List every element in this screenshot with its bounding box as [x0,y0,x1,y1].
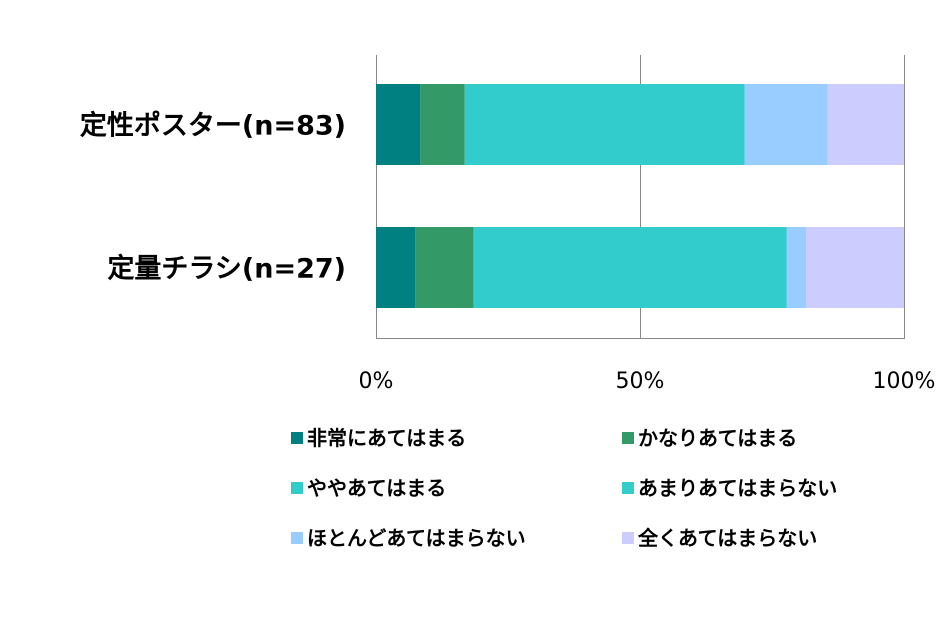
bar-segment-0-2 [464,84,745,165]
category-label-0: 定性ポスター(n=83) [80,110,346,142]
bars [376,84,904,308]
x-tick-label-2: 100% [873,369,936,394]
legend-swatch-1 [622,432,634,444]
axes: 定性ポスター(n=83) 定量チラシ(n=27) 0% 50% 100% [80,110,936,395]
legend-label-5: 全くあてはまらない [637,526,817,550]
bar-segment-1-0 [376,227,416,308]
bar-segment-0-0 [376,84,421,165]
legend-swatch-5 [622,532,634,544]
legend-swatch-3 [622,482,634,494]
legend-label-3: あまりあてはまらない [638,476,837,500]
bar-segment-1-4 [786,227,807,308]
legend-label-2: ややあてはまる [307,476,446,500]
legend-label-1: かなりあてはまる [638,426,797,450]
bar-segment-1-1 [415,227,474,308]
legend-label-4: ほとんどあてはまらない [307,526,526,550]
bar-segment-0-1 [420,84,465,165]
x-tick-label-0: 0% [359,369,394,394]
legend-swatch-4 [291,532,303,544]
legend-swatch-0 [291,432,303,444]
bar-segment-0-4 [744,84,828,165]
category-label-1: 定量チラシ(n=27) [107,253,346,285]
bar-segment-0-5 [827,84,904,165]
bar-segment-1-2 [473,227,787,308]
bar-segment-1-5 [806,227,904,308]
legend-swatch-2 [291,482,303,494]
x-tick-label-1: 50% [616,369,665,394]
legend-label-0: 非常にあてはまる [307,426,466,450]
